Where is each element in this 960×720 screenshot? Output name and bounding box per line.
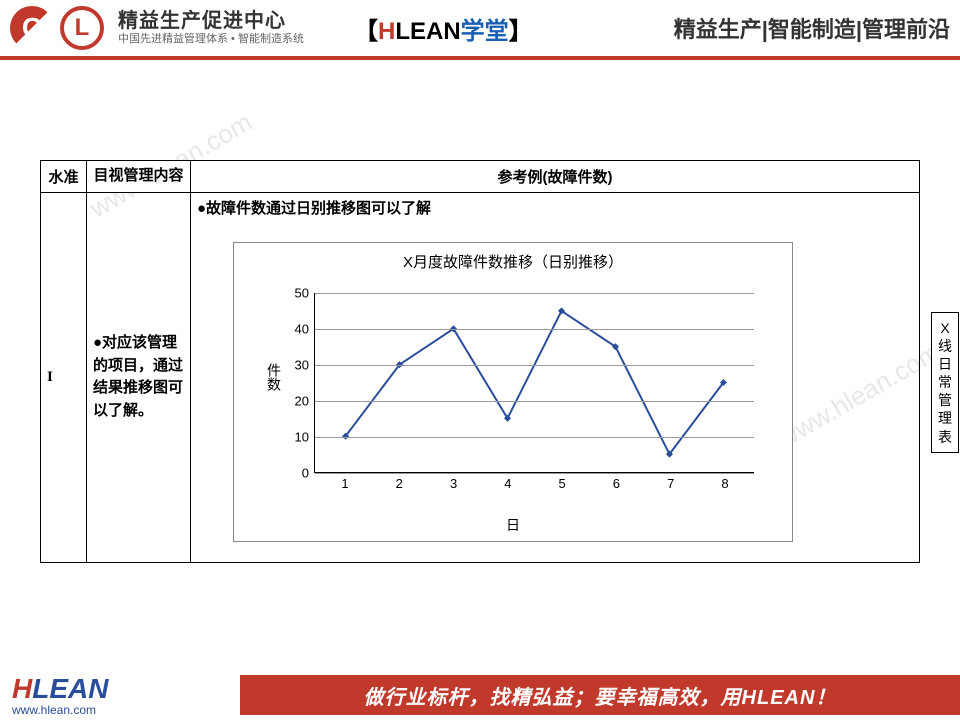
logo-group: C L 精益生产促进中心 中国先进精益管理体系 • 智能制造系统 <box>10 6 304 50</box>
x-tick: 8 <box>721 476 728 491</box>
footer-left: HLEAN www.hlean.com <box>0 673 108 717</box>
side-label: X线日常管理表 <box>931 312 959 453</box>
page-header: C L 精益生产促进中心 中国先进精益管理体系 • 智能制造系统 【HLEAN学… <box>0 0 960 60</box>
th-level: 水准 <box>41 161 87 193</box>
bullet-cell: ●故障件数通过日别推移图可以了解 <box>191 192 920 222</box>
chart-title: X月度故障件数推移（日别推移） <box>234 243 792 272</box>
logo-main: 精益生产促进中心 <box>118 9 304 33</box>
th-mgmt: 目视管理内容 <box>87 161 191 193</box>
chart-line-svg <box>315 293 754 472</box>
plot-area: 0102030405012345678 <box>314 293 754 473</box>
level-cell: I <box>41 192 87 562</box>
chart-box: X月度故障件数推移（日别推移） 件数 0102030405012345678 日 <box>233 242 793 542</box>
logo-text: 精益生产促进中心 中国先进精益管理体系 • 智能制造系统 <box>118 9 304 46</box>
y-tick: 50 <box>279 285 309 300</box>
content-table-wrapper: 水准 目视管理内容 参考例(故障件数) I ●对应该管理的项目，通过结果推移图可… <box>40 160 920 563</box>
x-tick: 4 <box>504 476 511 491</box>
footer-slogan: 做行业标杆，找精弘益；要幸福高效，用HLEAN！ <box>240 675 960 715</box>
y-tick: 20 <box>279 393 309 408</box>
page-footer: HLEAN www.hlean.com 做行业标杆，找精弘益；要幸福高效，用HL… <box>0 670 960 720</box>
chart-xlabel: 日 <box>506 515 520 535</box>
x-tick: 1 <box>341 476 348 491</box>
y-tick: 10 <box>279 429 309 444</box>
footer-logo: HLEAN <box>12 673 108 705</box>
nav-text: 精益生产|智能制造|管理前沿 <box>674 12 950 44</box>
x-tick: 7 <box>667 476 674 491</box>
logo-l-icon: L <box>60 6 104 50</box>
y-tick: 30 <box>279 357 309 372</box>
main-table: 水准 目视管理内容 参考例(故障件数) I ●对应该管理的项目，通过结果推移图可… <box>40 160 920 563</box>
x-tick: 2 <box>396 476 403 491</box>
x-tick: 3 <box>450 476 457 491</box>
center-brand: 【HLEAN学堂】 <box>354 11 533 46</box>
th-example: 参考例(故障件数) <box>191 161 920 193</box>
logo-sub: 中国先进精益管理体系 • 智能制造系统 <box>118 33 304 46</box>
x-tick: 6 <box>613 476 620 491</box>
x-tick: 5 <box>559 476 566 491</box>
footer-url: www.hlean.com <box>12 703 96 717</box>
logo-c-icon: C <box>10 6 54 50</box>
y-tick: 0 <box>279 465 309 480</box>
mgmt-cell: ●对应该管理的项目，通过结果推移图可以了解。 <box>87 192 191 562</box>
chart-cell: X月度故障件数推移（日别推移） 件数 0102030405012345678 日… <box>191 222 920 563</box>
y-tick: 40 <box>279 321 309 336</box>
